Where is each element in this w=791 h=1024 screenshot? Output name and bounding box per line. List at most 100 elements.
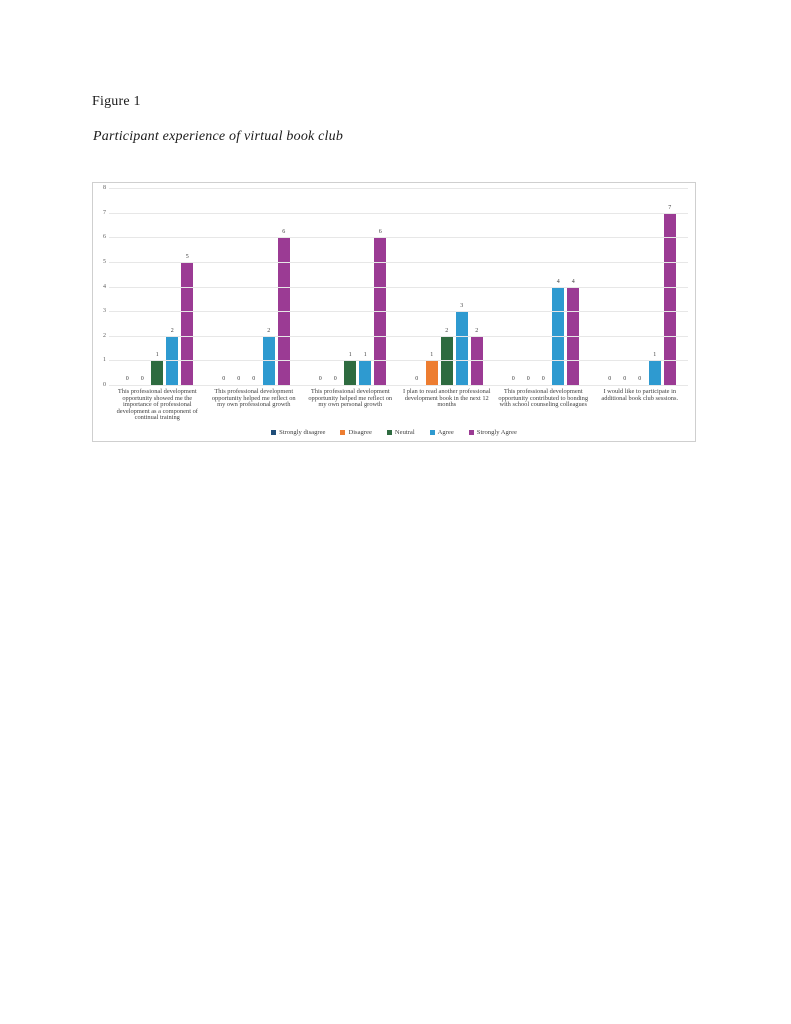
legend-label: Strongly Agree	[476, 429, 517, 436]
y-axis-tick-label: 3	[103, 308, 106, 315]
bar-value-label: 2	[267, 327, 271, 334]
chart-legend: Strongly disagree Disagree Neutral Agree Str…	[93, 429, 695, 436]
bar-slot: 0	[634, 376, 646, 385]
bar-value-label: 1	[348, 352, 352, 359]
y-axis-tick-label: 5	[103, 258, 106, 265]
legend-label: Neutral	[394, 429, 415, 436]
legend-item: Disagree	[340, 429, 372, 436]
legend-item: Agree	[429, 429, 454, 436]
bar-value-label: 1	[363, 352, 367, 359]
legend-label: Strongly disagree	[279, 429, 326, 436]
figure-label: Figure 1	[92, 94, 141, 109]
bar-value-label: 0	[252, 376, 256, 382]
bar-value-label: 0	[318, 376, 322, 382]
bar-slot: 6	[374, 229, 387, 385]
bar-slot: 0	[329, 376, 341, 385]
legend-item: Strongly disagree	[271, 429, 325, 436]
bar-group: 0 0 0 1 7	[592, 188, 689, 385]
figure-caption: Participant experience of virtual book c…	[93, 129, 344, 144]
gridline	[109, 261, 688, 263]
bar-value-label: 1	[155, 352, 159, 359]
bar-slot: 0	[537, 376, 549, 385]
bar-slot: 0	[136, 376, 148, 385]
bar-value-label: 2	[445, 327, 449, 334]
bar-slot: 1	[151, 352, 164, 385]
bar-value-label: 7	[668, 204, 672, 211]
bar	[344, 360, 357, 385]
bar-value-label: 4	[571, 278, 575, 285]
bar	[663, 212, 676, 385]
gridline	[109, 188, 688, 189]
gridline	[109, 385, 688, 386]
bar-value-label: 3	[460, 303, 464, 310]
y-axis-tick-label: 6	[103, 234, 106, 241]
bar-slot: 0	[121, 376, 133, 385]
bar-value-label: 2	[170, 327, 174, 334]
x-axis-labels: This professional development opportunit…	[109, 388, 688, 422]
bar-group: 0 1 2 3 2	[399, 188, 496, 385]
y-axis-tick-label: 4	[103, 283, 106, 290]
legend-label: Disagree	[348, 429, 372, 436]
bar-slot: 0	[507, 376, 519, 385]
bar-value-label: 1	[653, 352, 657, 359]
legend-swatch-icon	[271, 430, 277, 435]
gridline	[109, 360, 688, 362]
category-label: I plan to read another professional deve…	[403, 388, 491, 409]
bar	[425, 360, 438, 385]
bar-slot: 0	[619, 376, 631, 385]
y-axis-tick-label: 1	[103, 357, 106, 364]
gridline	[109, 311, 688, 313]
bar-value-label: 0	[638, 376, 642, 382]
category-label: I would like to participate in additiona…	[601, 388, 679, 402]
bar	[151, 360, 164, 385]
bar-slot: 7	[663, 204, 676, 385]
bar-value-label: 0	[222, 376, 226, 382]
category-label: This professional development opportunit…	[211, 388, 296, 409]
bar-slot: 0	[233, 376, 245, 385]
bar	[181, 261, 194, 385]
bar-slot: 1	[648, 352, 661, 385]
category-label: This professional development opportunit…	[498, 388, 589, 409]
bar-value-label: 1	[430, 352, 434, 359]
bar	[455, 311, 468, 385]
bar-chart: 0 0 1 2 5 0 0 0 2 6 0 0 1 1 6 0 1 2 3 2 0 0 0 4 4 0 0 0 1 7 0 1 2 3 4 5 6 7 8…	[92, 182, 696, 442]
bar-slot: 0	[411, 376, 423, 385]
bar-slot: 5	[181, 254, 194, 385]
y-axis-tick-label: 7	[103, 209, 106, 216]
gridline	[109, 286, 688, 288]
bar-value-label: 0	[541, 376, 545, 382]
bar-value-label: 6	[378, 229, 382, 236]
bar-value-label: 0	[415, 376, 419, 382]
bar	[359, 360, 372, 385]
gridline	[109, 237, 688, 239]
legend-swatch-icon	[386, 430, 392, 435]
bar-slot: 0	[604, 376, 616, 385]
legend-item: Strongly Agree	[468, 429, 517, 436]
legend-swatch-icon	[429, 430, 435, 435]
bar-slot: 3	[455, 303, 468, 385]
legend-label: Agree	[437, 429, 454, 436]
bar-value-label: 0	[237, 376, 241, 382]
gridline	[109, 212, 688, 214]
legend-swatch-icon	[468, 430, 474, 435]
bar-slot: 1	[359, 352, 372, 385]
y-axis-tick-label: 2	[103, 332, 106, 339]
category-label: This professional development opportunit…	[116, 388, 198, 422]
bar-slot: 4	[567, 278, 580, 385]
bar-value-label: 2	[475, 327, 479, 334]
bar-slot: 1	[425, 352, 438, 385]
legend-swatch-icon	[340, 430, 346, 435]
y-axis-tick-label: 0	[103, 382, 106, 388]
bar-slot: 1	[344, 352, 357, 385]
bar-slot: 6	[277, 229, 290, 385]
bar-slot: 0	[218, 376, 230, 385]
bar-value-label: 0	[333, 376, 337, 382]
bar-slot: 0	[248, 376, 260, 385]
bar-value-label: 0	[511, 376, 515, 382]
gridline	[109, 335, 688, 337]
bar-value-label: 6	[282, 229, 286, 236]
bar-value-label: 0	[125, 376, 129, 382]
y-axis-tick-label: 8	[103, 185, 106, 191]
bar-value-label: 0	[526, 376, 530, 382]
